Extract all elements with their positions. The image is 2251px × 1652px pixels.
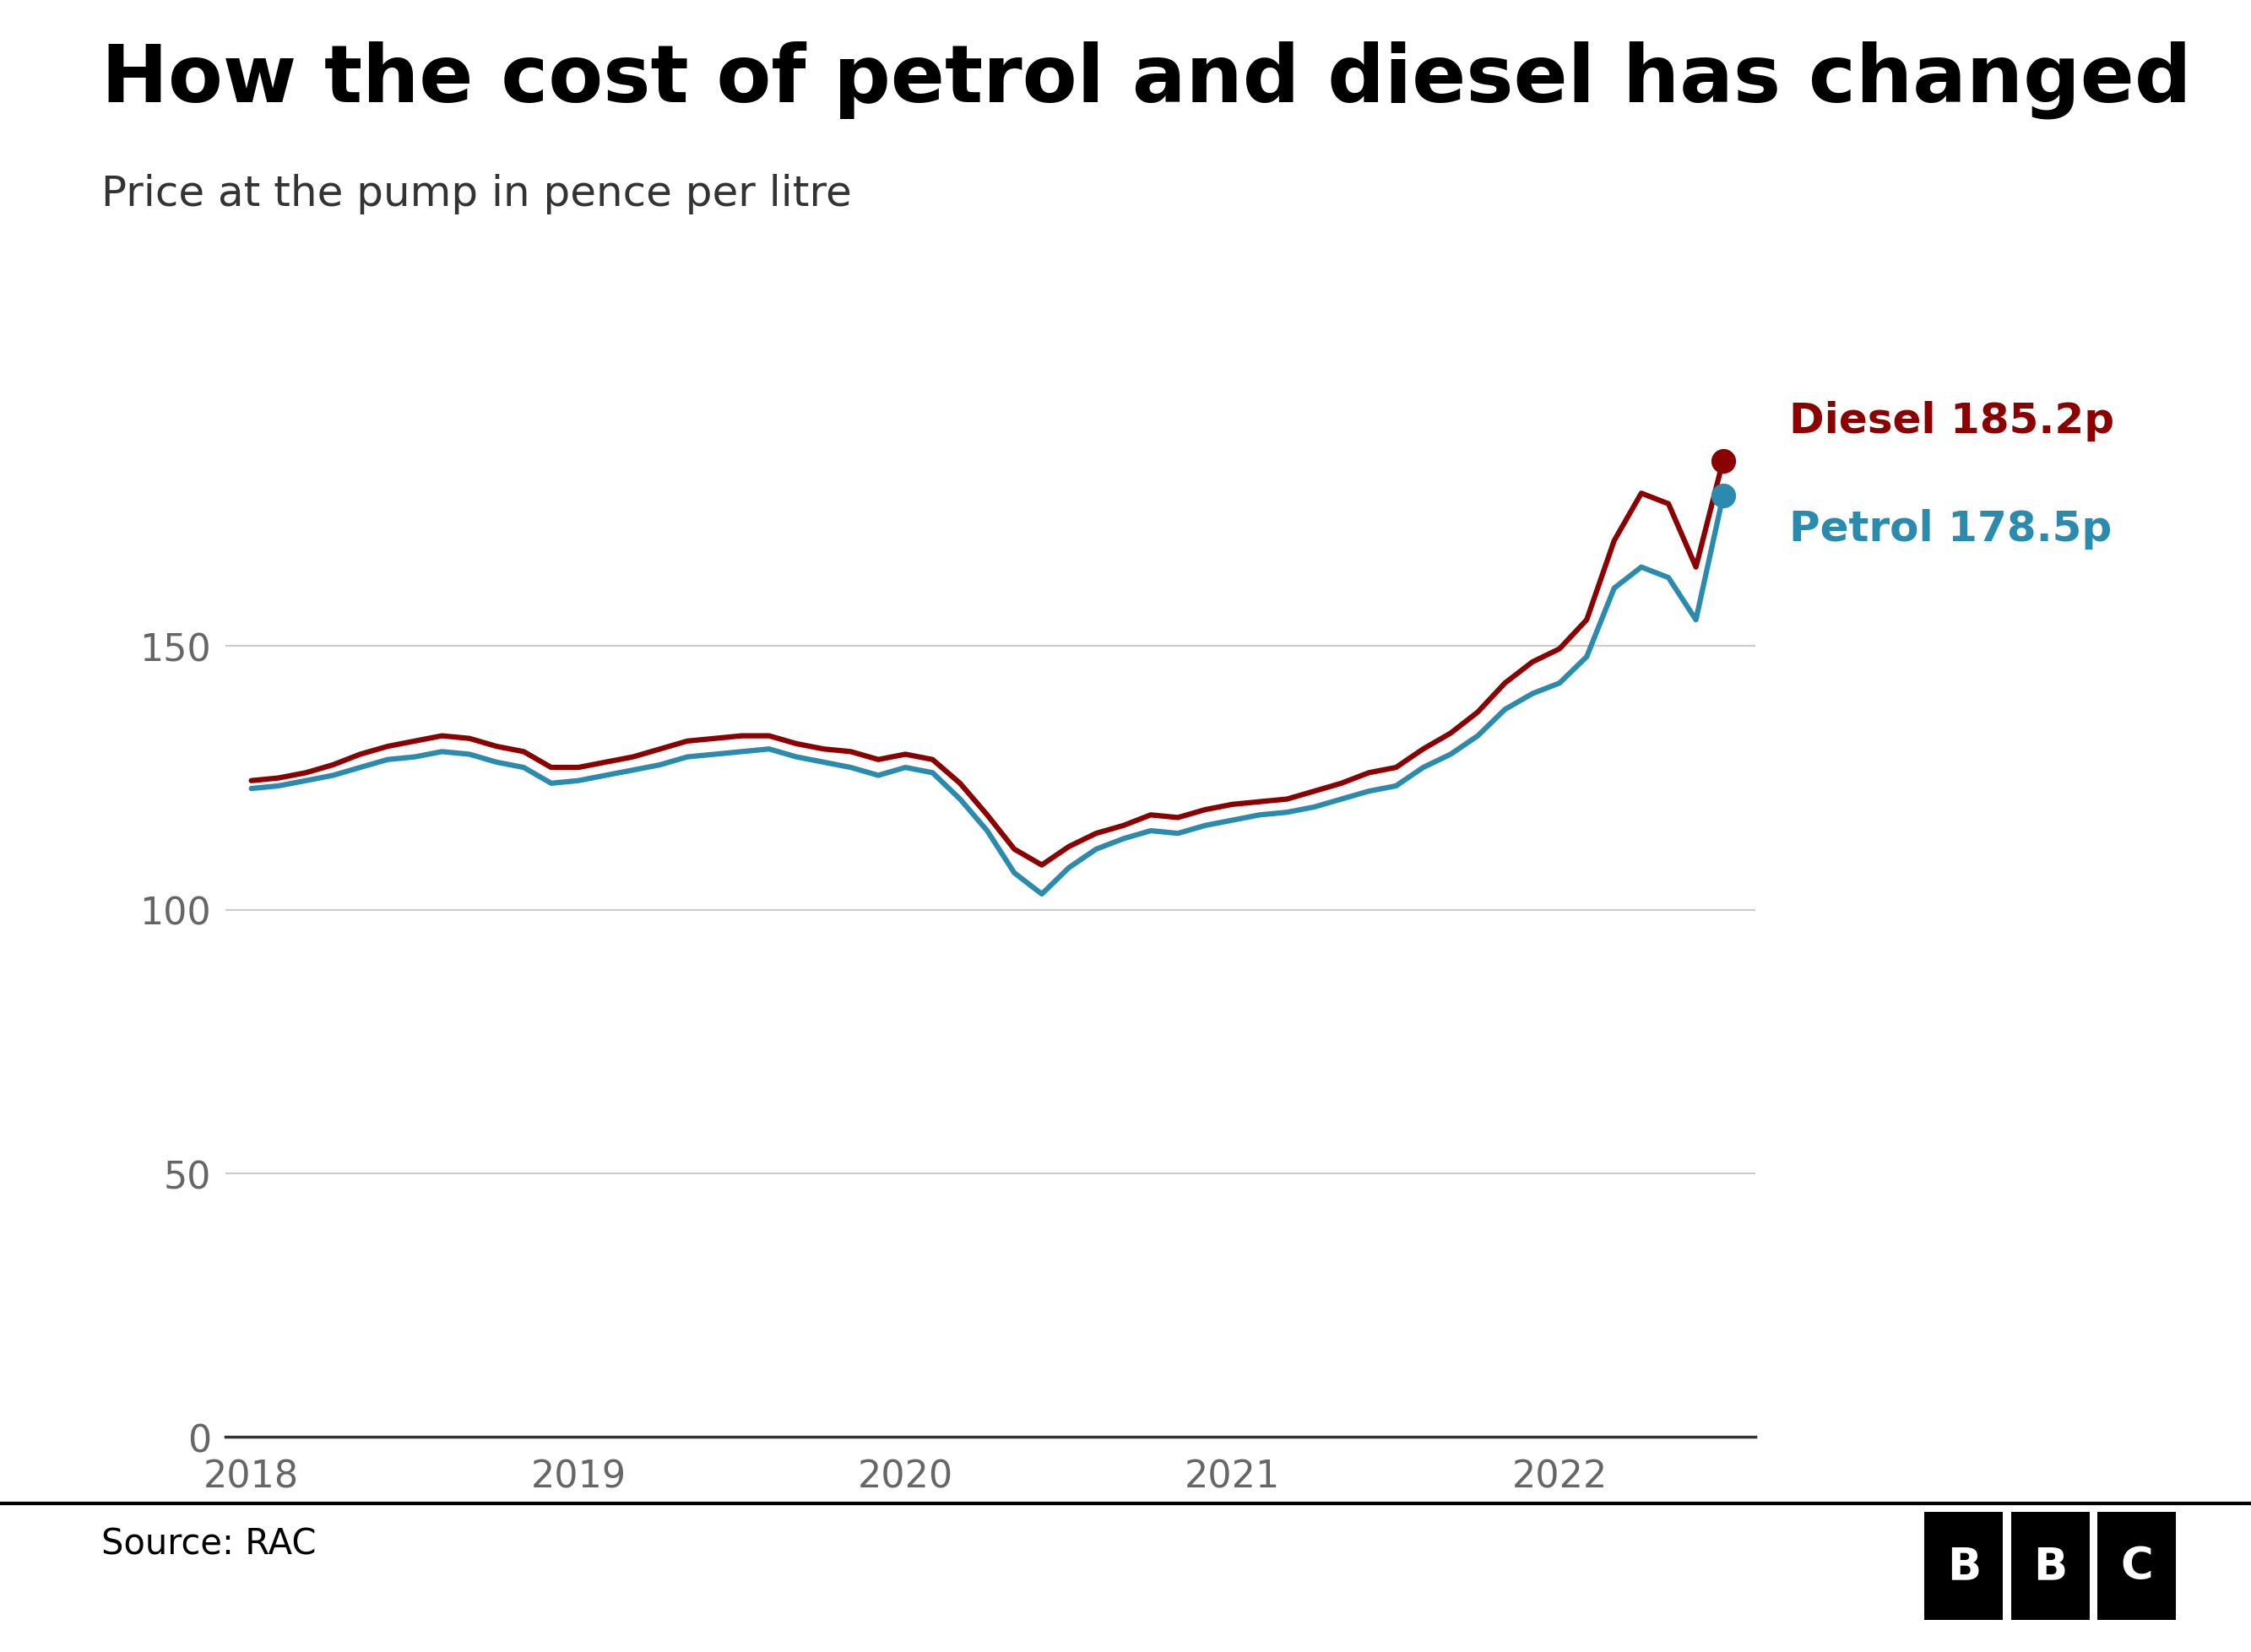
Text: Price at the pump in pence per litre: Price at the pump in pence per litre (101, 173, 851, 215)
Text: How the cost of petrol and diesel has changed: How the cost of petrol and diesel has ch… (101, 41, 2192, 119)
Text: B: B (2033, 1545, 2066, 1588)
Text: Diesel 185.2p: Diesel 185.2p (1790, 401, 2114, 441)
Text: Source: RAC: Source: RAC (101, 1526, 315, 1561)
Text: B: B (1947, 1545, 1981, 1588)
Text: C: C (2120, 1545, 2152, 1588)
FancyBboxPatch shape (1925, 1512, 2003, 1621)
FancyBboxPatch shape (2010, 1512, 2089, 1621)
FancyBboxPatch shape (2098, 1512, 2177, 1621)
Text: Petrol 178.5p: Petrol 178.5p (1790, 509, 2111, 548)
